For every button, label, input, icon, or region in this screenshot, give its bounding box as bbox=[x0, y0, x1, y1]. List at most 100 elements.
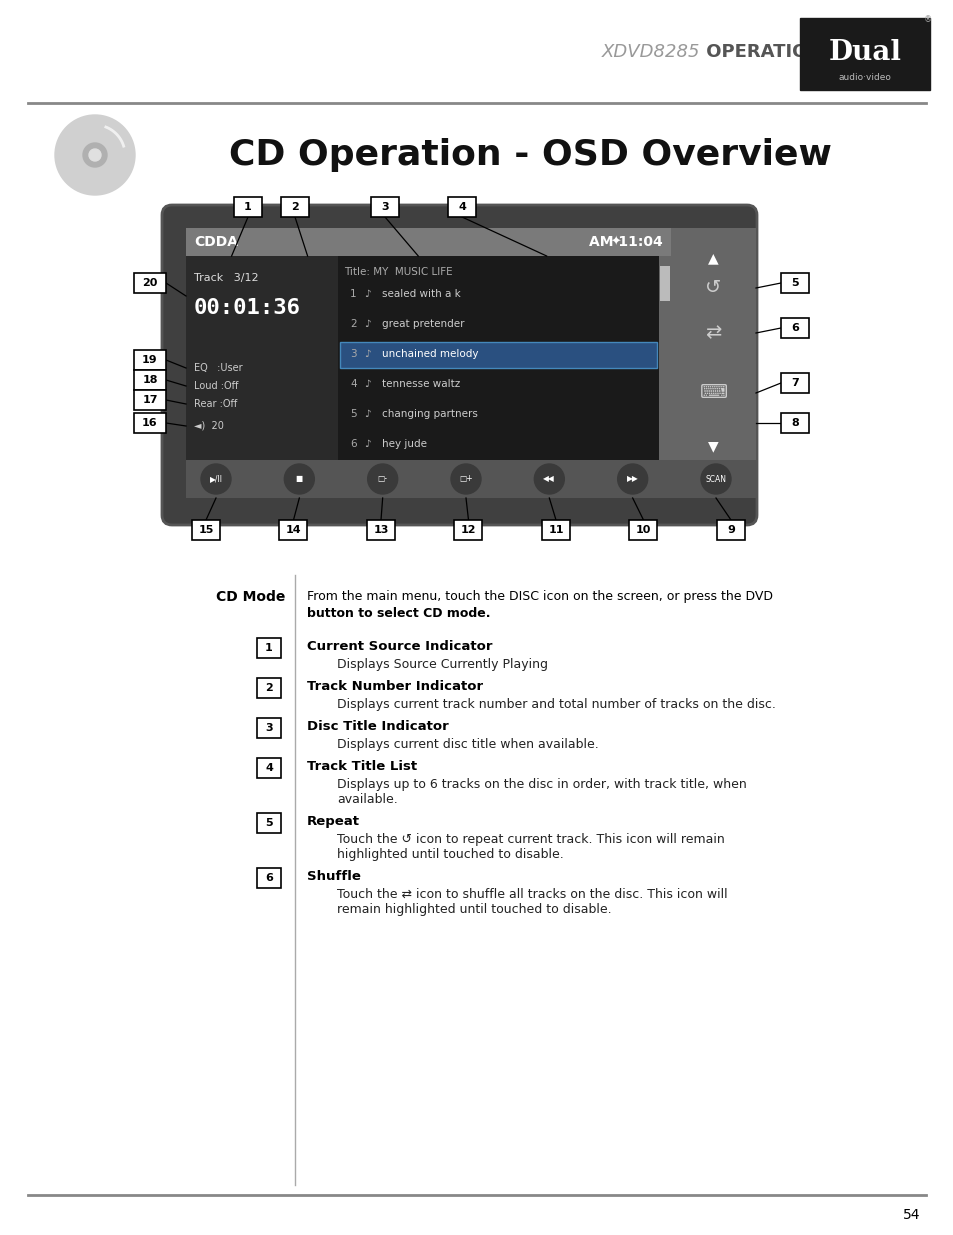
Bar bbox=[133, 390, 166, 410]
Text: AM 11:04: AM 11:04 bbox=[589, 235, 662, 249]
Text: 3: 3 bbox=[350, 350, 356, 359]
Text: Displays up to 6 tracks on the disc in order, with track title, when
available.: Displays up to 6 tracks on the disc in o… bbox=[336, 778, 746, 806]
Bar bbox=[367, 520, 395, 540]
Bar bbox=[192, 520, 220, 540]
Text: ⌨: ⌨ bbox=[699, 384, 727, 403]
Bar bbox=[659, 266, 669, 301]
Text: Displays current track number and total number of tracks on the disc.: Displays current track number and total … bbox=[336, 698, 775, 711]
Text: □+: □+ bbox=[458, 474, 473, 483]
Bar bbox=[279, 520, 307, 540]
Text: 16: 16 bbox=[142, 417, 157, 429]
Text: 4: 4 bbox=[457, 203, 465, 212]
Circle shape bbox=[367, 464, 397, 494]
Circle shape bbox=[700, 464, 730, 494]
Text: Rear :Off: Rear :Off bbox=[193, 399, 237, 409]
Text: CD Mode: CD Mode bbox=[215, 590, 285, 604]
Text: 6: 6 bbox=[265, 873, 273, 883]
Bar bbox=[133, 412, 166, 433]
Text: OPERATION: OPERATION bbox=[700, 43, 821, 61]
Bar bbox=[337, 256, 659, 459]
Text: 17: 17 bbox=[142, 395, 157, 405]
Text: Track Title List: Track Title List bbox=[307, 760, 416, 773]
Text: Title: MY  MUSIC LIFE: Title: MY MUSIC LIFE bbox=[344, 267, 452, 277]
Text: Repeat: Repeat bbox=[307, 815, 359, 827]
Text: Dual: Dual bbox=[827, 38, 901, 65]
Bar bbox=[256, 638, 281, 658]
Text: 3: 3 bbox=[381, 203, 389, 212]
Text: XDVD8285: XDVD8285 bbox=[601, 43, 700, 61]
Text: Touch the ⇄ icon to shuffle all tracks on the disc. This icon will
remain highli: Touch the ⇄ icon to shuffle all tracks o… bbox=[336, 888, 727, 916]
Bar bbox=[281, 198, 309, 217]
Text: ♪: ♪ bbox=[364, 379, 370, 389]
Text: Displays current disc title when available.: Displays current disc title when availab… bbox=[336, 739, 598, 751]
Text: 19: 19 bbox=[142, 354, 157, 366]
Text: Displays Source Currently Playing: Displays Source Currently Playing bbox=[336, 658, 547, 671]
Text: 3: 3 bbox=[265, 722, 273, 734]
Text: 6: 6 bbox=[350, 438, 356, 450]
Text: ◄)  20: ◄) 20 bbox=[193, 421, 224, 431]
Bar bbox=[133, 350, 166, 370]
Text: From the main menu, touch the DISC icon on the screen, or press the DVD: From the main menu, touch the DISC icon … bbox=[307, 590, 772, 603]
Bar bbox=[186, 256, 337, 459]
Circle shape bbox=[534, 464, 564, 494]
Text: sealed with a k: sealed with a k bbox=[381, 289, 460, 299]
Text: unchained melody: unchained melody bbox=[381, 350, 478, 359]
Bar bbox=[670, 228, 755, 459]
Circle shape bbox=[83, 143, 107, 167]
Text: 4: 4 bbox=[265, 763, 273, 773]
Bar bbox=[781, 373, 808, 393]
Text: ▶/II: ▶/II bbox=[210, 474, 222, 483]
Circle shape bbox=[201, 464, 231, 494]
Text: ✦: ✦ bbox=[610, 236, 620, 248]
Text: ▼: ▼ bbox=[707, 438, 718, 453]
Text: Touch the ↺ icon to repeat current track. This icon will remain
highlighted unti: Touch the ↺ icon to repeat current track… bbox=[336, 832, 724, 861]
Text: SCAN: SCAN bbox=[705, 474, 726, 483]
Circle shape bbox=[617, 464, 647, 494]
Bar bbox=[371, 198, 398, 217]
Bar bbox=[781, 273, 808, 293]
Text: audio·video: audio·video bbox=[838, 74, 890, 83]
Text: CD Operation - OSD Overview: CD Operation - OSD Overview bbox=[229, 138, 831, 172]
Bar bbox=[659, 256, 670, 459]
Text: 00:01:36: 00:01:36 bbox=[193, 298, 301, 317]
Text: 1: 1 bbox=[350, 289, 356, 299]
Text: hey jude: hey jude bbox=[381, 438, 427, 450]
Bar bbox=[233, 198, 262, 217]
Text: Track   3/12: Track 3/12 bbox=[193, 273, 258, 283]
FancyBboxPatch shape bbox=[162, 205, 757, 525]
Text: 5: 5 bbox=[265, 818, 273, 827]
Text: ®: ® bbox=[923, 16, 931, 25]
Text: Disc Title Indicator: Disc Title Indicator bbox=[307, 720, 448, 734]
Bar bbox=[256, 868, 281, 888]
Text: 20: 20 bbox=[142, 278, 157, 288]
Bar bbox=[186, 459, 755, 498]
Bar bbox=[256, 758, 281, 778]
Bar bbox=[256, 678, 281, 698]
Text: 5: 5 bbox=[790, 278, 798, 288]
Text: button to select CD mode.: button to select CD mode. bbox=[307, 606, 490, 620]
Text: changing partners: changing partners bbox=[381, 409, 477, 419]
Bar bbox=[448, 198, 476, 217]
Text: 8: 8 bbox=[790, 417, 798, 429]
Text: □-: □- bbox=[377, 474, 387, 483]
Text: 2: 2 bbox=[350, 319, 356, 329]
Text: 11: 11 bbox=[548, 525, 563, 535]
Bar bbox=[186, 228, 670, 256]
Text: 2: 2 bbox=[291, 203, 298, 212]
Text: Loud :Off: Loud :Off bbox=[193, 382, 238, 391]
Text: 5: 5 bbox=[350, 409, 356, 419]
Bar bbox=[541, 520, 569, 540]
Text: great pretender: great pretender bbox=[381, 319, 464, 329]
Text: 10: 10 bbox=[635, 525, 651, 535]
Bar bbox=[717, 520, 744, 540]
Text: ♪: ♪ bbox=[364, 319, 370, 329]
FancyBboxPatch shape bbox=[800, 19, 929, 90]
Bar bbox=[256, 718, 281, 739]
Text: EQ   :User: EQ :User bbox=[193, 363, 242, 373]
Text: ◀◀: ◀◀ bbox=[543, 474, 555, 483]
Text: 13: 13 bbox=[373, 525, 388, 535]
Text: 15: 15 bbox=[198, 525, 213, 535]
Text: ♪: ♪ bbox=[364, 350, 370, 359]
Text: 54: 54 bbox=[902, 1208, 919, 1221]
Text: 9: 9 bbox=[726, 525, 734, 535]
